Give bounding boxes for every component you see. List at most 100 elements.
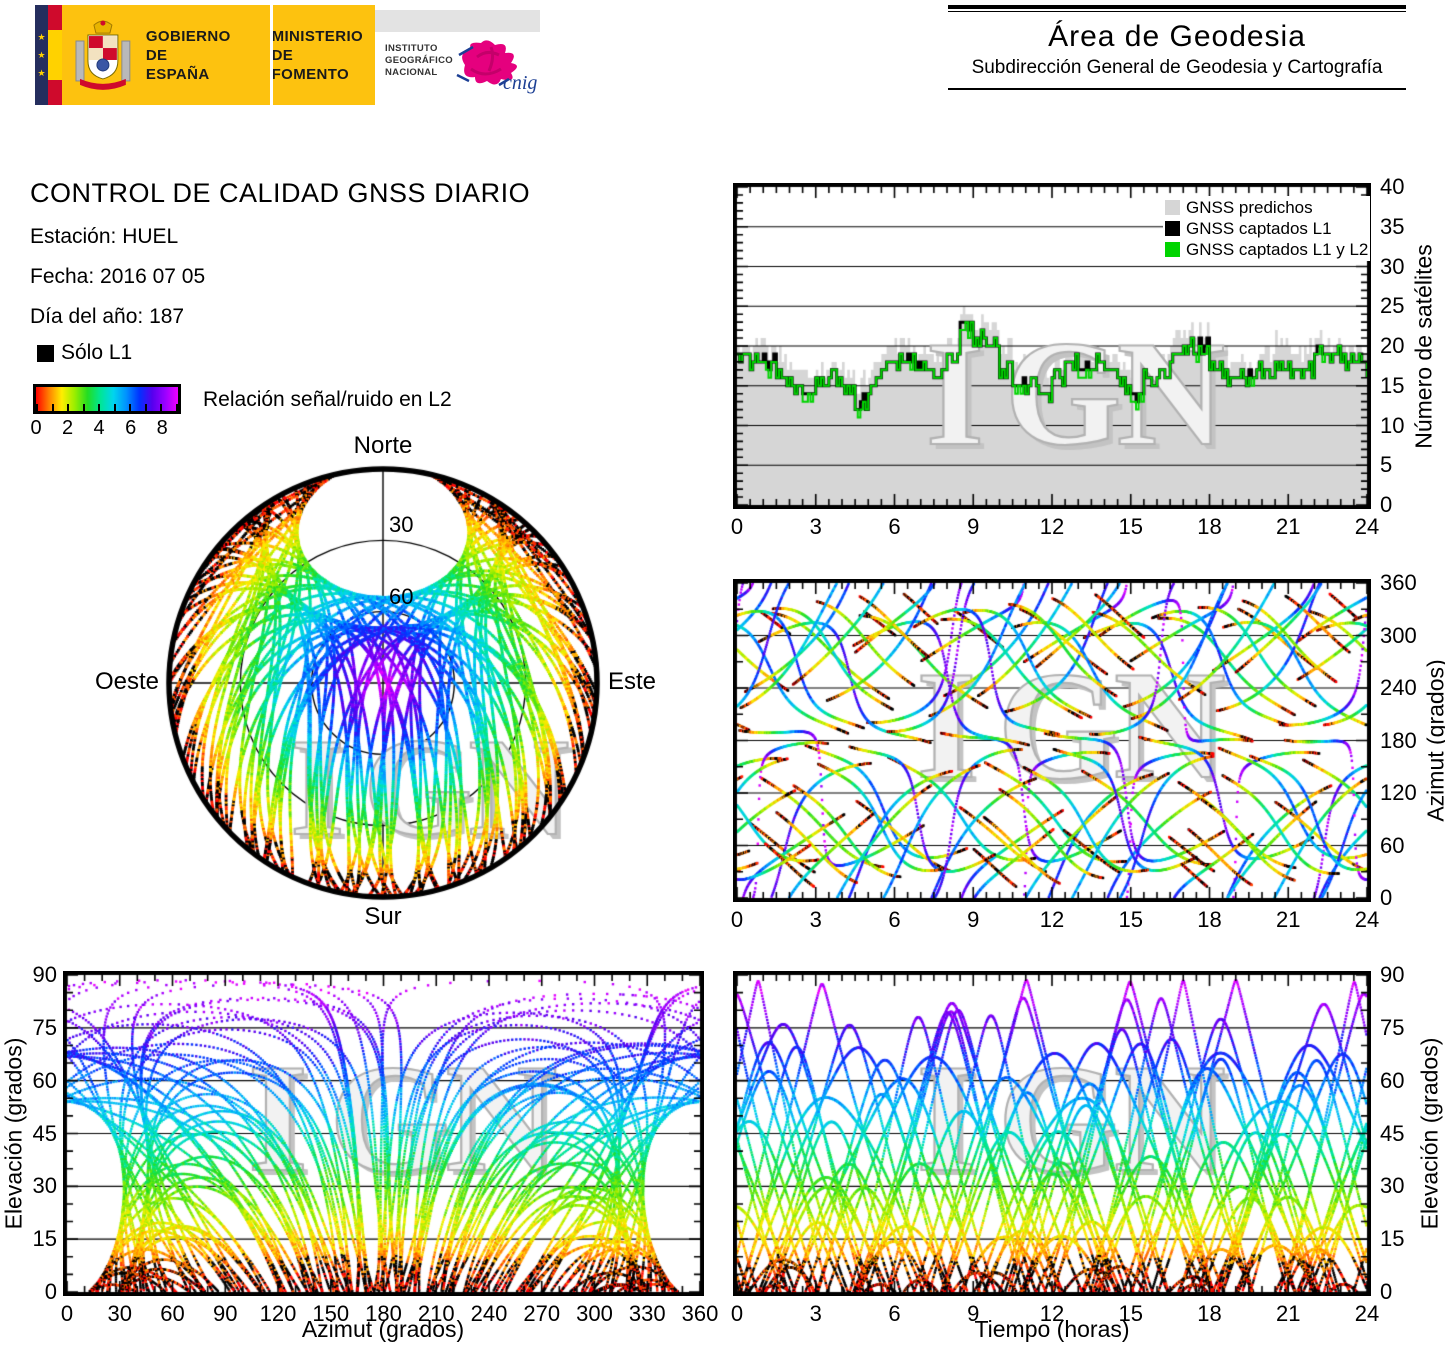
skyplot-west-label: Oeste xyxy=(94,668,160,695)
elev-time-x-axis-title: Tiempo (horas) xyxy=(974,1316,1130,1342)
elev-azimuth-y-tick-label: 60 xyxy=(32,1067,57,1093)
snr-colorbar xyxy=(33,384,181,414)
sat-count-y-tick-label: 0 xyxy=(1380,492,1393,517)
azimuth-x-tick-label: 15 xyxy=(1118,907,1143,932)
elev-azimuth-x-tick-label: 60 xyxy=(160,1301,185,1326)
elev-azimuth-x-tick-label: 240 xyxy=(470,1301,508,1326)
colorbar-tick-label: 8 xyxy=(156,417,168,439)
azimuth-y-axis-title: Azimut (grados) xyxy=(1422,659,1445,822)
azimuth-x-tick-label: 21 xyxy=(1276,907,1301,932)
colorbar-tick-label: 6 xyxy=(125,417,137,439)
sat-count-x-tick-label: 24 xyxy=(1354,514,1380,539)
colorbar-tick xyxy=(36,404,38,411)
colorbar-tick xyxy=(51,404,54,411)
sat-count-x-tick-label: 21 xyxy=(1276,514,1301,539)
azimuth-x-tick-label: 0 xyxy=(730,907,744,932)
azimuth-x-tick-label: 9 xyxy=(967,907,980,932)
sat-count-x-tick-label: 0 xyxy=(730,514,744,539)
star-icon: ★ xyxy=(37,31,46,42)
azimuth-y-tick-label: 60 xyxy=(1380,832,1405,858)
elev-time-y-tick-label: 75 xyxy=(1380,1014,1405,1040)
elev-time-y-tick-label: 60 xyxy=(1380,1067,1405,1093)
azimuth-y-tick-label: 240 xyxy=(1380,675,1417,700)
elev-azimuth-x-tick-label: 0 xyxy=(60,1301,74,1326)
legend-swatch xyxy=(1165,242,1180,257)
elev-azimuth-x-tick-label: 150 xyxy=(312,1301,350,1326)
gobierno-ministerio-block: GOBIERNO DE ESPAÑA MINISTERIO DE FOMENTO xyxy=(62,5,375,105)
solo-l1-legend: Sólo L1 xyxy=(37,341,132,365)
sat-count-y-tick-label: 15 xyxy=(1380,372,1405,398)
sat-count-x-tick-label: 18 xyxy=(1197,514,1222,539)
elev-azimuth-y-tick-label: 0 xyxy=(44,1279,57,1304)
sat-count-y-tick-label: 5 xyxy=(1380,452,1393,478)
colorbar-tick xyxy=(67,404,70,411)
azimuth-x-tick-label: 18 xyxy=(1197,907,1222,932)
azimuth-x-tick-label: 6 xyxy=(888,907,901,932)
solo-l1-label: Sólo L1 xyxy=(61,341,133,364)
sat-count-y-tick-label: 25 xyxy=(1380,293,1405,319)
doy-label: Día del año: 187 xyxy=(30,305,185,328)
skyplot-east-label: Este xyxy=(607,668,657,695)
elev-azimuth-x-tick-label: 180 xyxy=(365,1301,402,1326)
elev-azimuth-y-tick-label: 75 xyxy=(32,1014,57,1040)
legend-label: GNSS captados L1 xyxy=(1186,218,1332,238)
elev-time-x-tick-label: 18 xyxy=(1197,1301,1222,1326)
elev-azimuth-y-tick-label: 15 xyxy=(32,1226,57,1252)
star-icon: ★ xyxy=(37,67,46,78)
legend-label: GNSS predichos xyxy=(1186,197,1313,217)
satellite-count-legend: GNSS predichos GNSS captados L1 GNSS capta… xyxy=(1163,196,1371,261)
area-subtitle: Subdirección General de Geodesia y Carto… xyxy=(971,57,1383,78)
colorbar-tick xyxy=(82,404,85,411)
flag-yellow-band xyxy=(48,30,62,80)
report-title: CONTROL DE CALIDAD GNSS DIARIO xyxy=(30,178,531,208)
colorbar-tick xyxy=(113,404,116,411)
sat-count-x-tick-label: 9 xyxy=(967,514,980,539)
instituto-geografico-label: INSTITUTO GEOGRÁFICO NACIONAL xyxy=(385,43,453,79)
flag-red-band xyxy=(48,80,62,105)
sat-count-y-tick-label: 10 xyxy=(1380,412,1405,438)
azimuth-y-tick-label: 180 xyxy=(1380,727,1417,753)
spain-coat-of-arms-icon xyxy=(75,20,131,90)
spain-flag-column xyxy=(48,5,62,105)
gobierno-label-line2: DE ESPAÑA xyxy=(145,46,210,83)
sat-count-x-tick-label: 3 xyxy=(809,514,822,539)
azimuth-x-tick-label: 3 xyxy=(809,907,822,932)
elev-time-y-tick-label: 0 xyxy=(1380,1279,1393,1304)
elev-azimuth-x-tick-label: 360 xyxy=(681,1301,719,1326)
sat-count-x-tick-label: 6 xyxy=(888,514,901,539)
elev-time-x-tick-label: 3 xyxy=(809,1301,822,1326)
skyplot-ring-30-label: 30 xyxy=(389,512,414,537)
elev-azimuth-x-tick-label: 330 xyxy=(628,1301,666,1326)
instituto-line: GEOGRÁFICO xyxy=(385,55,453,66)
date-label: Fecha: 2016 07 05 xyxy=(30,265,206,288)
colorbar-tick xyxy=(98,404,101,411)
sat-count-x-tick-label: 12 xyxy=(1039,514,1065,539)
colorbar-tick-label: 4 xyxy=(93,417,105,439)
geodesia-header: Área de Geodesia Subdirección General de… xyxy=(948,0,1406,90)
elev-time-x-tick-label: 15 xyxy=(1118,1301,1143,1326)
sat-count-y-tick-label: 20 xyxy=(1380,333,1405,358)
sat-count-y-tick-label: 40 xyxy=(1380,174,1405,199)
sat-count-x-tick-label: 15 xyxy=(1118,514,1143,539)
elev-time-y-tick-label: 30 xyxy=(1380,1173,1405,1199)
station-label: Estación: HUEL xyxy=(30,225,179,248)
sat-count-y-axis-title: Número de satélites xyxy=(1410,244,1437,449)
colorbar-tick-label: 0 xyxy=(30,417,42,439)
legend-label: GNSS captados L1 y L2 xyxy=(1186,239,1369,259)
elev-time-x-tick-label: 6 xyxy=(888,1301,901,1326)
skyplot-ring-60-label: 60 xyxy=(389,584,414,609)
colorbar-tick xyxy=(144,404,147,411)
elev-time-y-axis-title: Elevación (grados) xyxy=(1416,1037,1443,1230)
legend-row: GNSS captados L1 y L2 xyxy=(1165,239,1368,260)
snr-colorbar-label: Relación señal/ruido en L2 xyxy=(203,388,452,411)
azimuth-y-tick-label: 120 xyxy=(1380,780,1417,805)
azimuth-y-tick-label: 300 xyxy=(1380,622,1417,648)
colorbar-tick-label: 2 xyxy=(61,417,74,439)
header-rule-bottom xyxy=(948,88,1406,90)
elev-azimuth-y-tick-label: 90 xyxy=(32,962,57,987)
header-rule-thick xyxy=(948,5,1406,9)
elev-time-x-tick-label: 9 xyxy=(967,1301,980,1326)
elev-time-x-tick-label: 24 xyxy=(1354,1301,1380,1326)
skyplot-south-label: Sur xyxy=(364,903,402,930)
legend-swatch xyxy=(1165,200,1180,215)
